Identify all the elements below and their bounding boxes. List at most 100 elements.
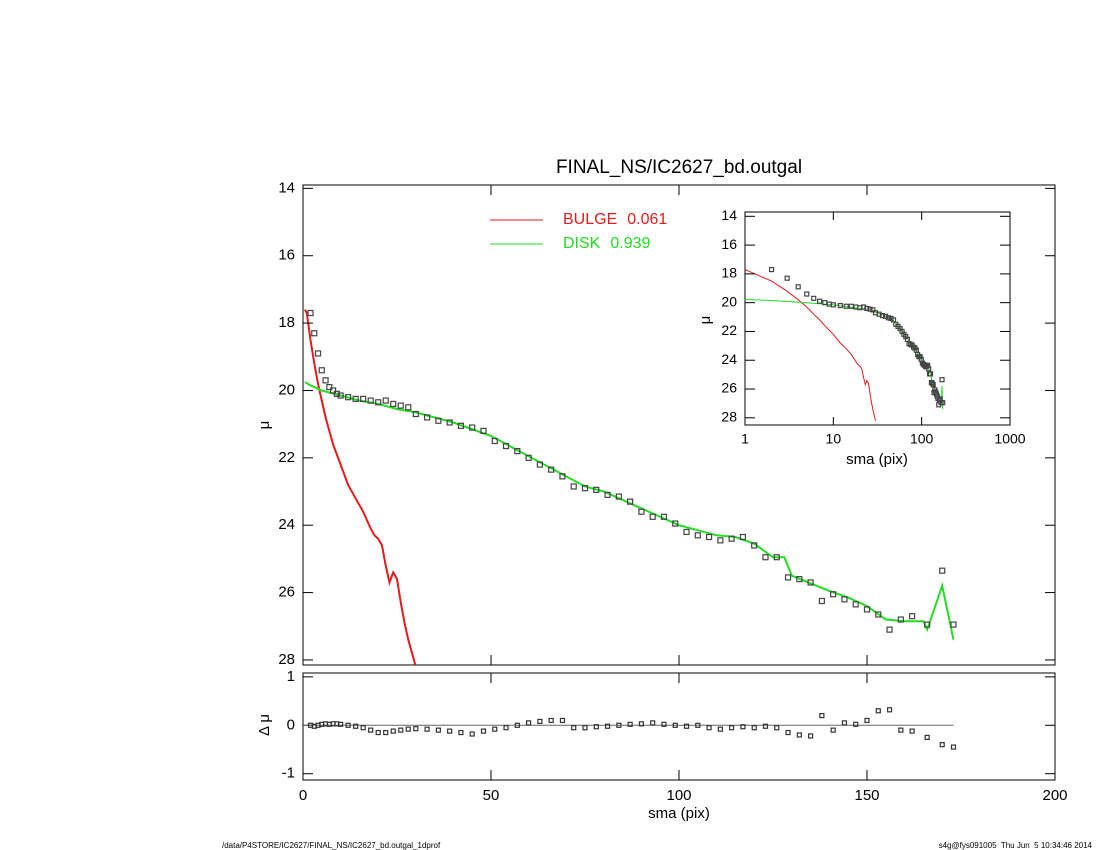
- data-point: [885, 315, 891, 321]
- data-point: [841, 596, 848, 603]
- residual-point: [796, 732, 802, 738]
- residual-point: [435, 727, 441, 733]
- y-tick-label: 20: [278, 381, 295, 398]
- y-tick-label: 16: [721, 236, 737, 252]
- residual-point: [751, 725, 757, 731]
- residual-point: [503, 725, 509, 731]
- residual-point: [706, 725, 712, 731]
- x-tick-label: 0: [299, 787, 307, 804]
- data-point: [322, 377, 329, 384]
- data-point: [739, 533, 747, 541]
- y-tick-label: 26: [721, 380, 737, 396]
- y-tick-label: 26: [278, 584, 295, 601]
- data-point: [329, 387, 337, 394]
- data-point: [926, 366, 932, 372]
- y-tick-label: -1: [282, 765, 295, 782]
- data-point: [604, 491, 611, 498]
- y-tick-label: 14: [721, 207, 737, 223]
- x-tick-label: 100: [910, 431, 934, 447]
- data-point: [940, 400, 946, 406]
- data-point: [559, 473, 566, 480]
- y-tick-label: 1: [287, 668, 295, 685]
- data-point: [910, 344, 917, 350]
- data-point: [627, 498, 634, 505]
- data-point: [367, 397, 374, 404]
- residual-point: [571, 725, 577, 731]
- x-axis-label: sma (pix): [648, 805, 710, 822]
- data-point: [705, 533, 713, 541]
- residual-point: [383, 729, 389, 736]
- residual-point: [413, 726, 419, 732]
- y-axis-label: Δ μ: [256, 714, 273, 736]
- data-point: [491, 437, 498, 445]
- data-point: [360, 395, 367, 402]
- data-point: [768, 266, 775, 273]
- data-point: [909, 613, 916, 620]
- data-point: [773, 554, 780, 561]
- residual-point: [672, 722, 678, 728]
- residual-point: [375, 729, 381, 736]
- residual-point: [537, 718, 543, 725]
- data-point: [728, 535, 735, 542]
- data-point: [879, 313, 886, 319]
- data-point: [660, 513, 668, 520]
- residual-point: [480, 728, 487, 734]
- residual-point: [424, 726, 430, 732]
- data-point: [412, 410, 419, 418]
- residual-point: [819, 713, 825, 719]
- inset-frame: [744, 211, 1011, 426]
- residual-point: [368, 727, 374, 733]
- residual-point: [582, 725, 588, 731]
- data-point: [649, 513, 656, 520]
- legend-label: BULGE 0.061: [563, 211, 667, 228]
- x-axis-label: sma (pix): [846, 451, 908, 468]
- footer-path: /data/P4STORE/IC2627/FINAL_NS/IC2627_bd.…: [222, 841, 441, 850]
- data-point: [784, 574, 792, 581]
- residual-point: [830, 727, 836, 733]
- residual-point: [683, 723, 690, 729]
- residual-point: [338, 721, 344, 727]
- residual-point: [774, 725, 780, 731]
- data-point: [795, 284, 801, 290]
- residual-point: [729, 725, 735, 731]
- y-tick-label: 14: [278, 179, 295, 196]
- data-point: [593, 486, 600, 493]
- data-point: [307, 309, 314, 317]
- y-tick-label: 22: [721, 322, 737, 338]
- residual-point: [604, 723, 611, 729]
- chart-title: FINAL_NS/IC2627_bd.outgal: [556, 157, 802, 178]
- legend-label: DISK 0.939: [563, 235, 650, 252]
- residual-point: [695, 722, 701, 728]
- residual-point: [514, 722, 520, 728]
- x-tick-label: 200: [1042, 787, 1067, 804]
- data-point: [897, 616, 904, 623]
- data-point: [694, 532, 701, 539]
- data-point: [435, 417, 442, 424]
- data-point: [446, 419, 453, 426]
- data-point: [536, 461, 543, 468]
- data-point: [927, 371, 934, 377]
- residual-point: [717, 726, 723, 732]
- data-point: [818, 597, 825, 605]
- data-point: [870, 307, 876, 313]
- residual-point: [740, 724, 746, 730]
- data-point: [548, 466, 555, 473]
- x-tick-label: 1000: [994, 431, 1025, 447]
- data-point: [863, 606, 871, 613]
- data-point: [867, 306, 873, 312]
- residual-point: [841, 720, 848, 726]
- data-point: [875, 611, 882, 618]
- data-point: [751, 542, 758, 549]
- data-point: [581, 485, 589, 492]
- inset-background: [745, 212, 1010, 425]
- data-point: [886, 626, 893, 633]
- data-point: [638, 508, 645, 515]
- model-line: [745, 269, 876, 421]
- data-point: [502, 442, 510, 450]
- residual-point: [616, 722, 622, 728]
- y-tick-label: 16: [278, 247, 295, 264]
- legend-fraction: 0.061: [627, 211, 667, 228]
- x-tick-label: 10: [826, 431, 842, 447]
- data-point: [390, 400, 397, 408]
- residual-point: [593, 724, 599, 730]
